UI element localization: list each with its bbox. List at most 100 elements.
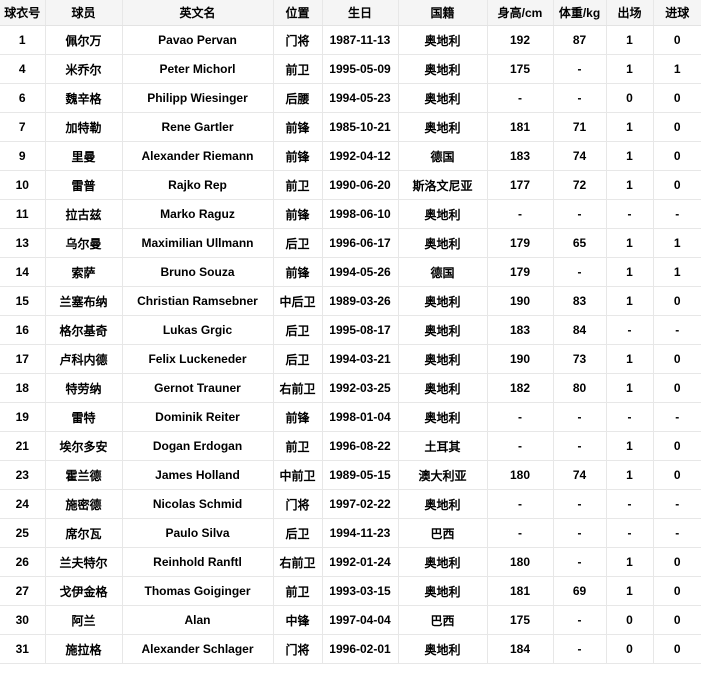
table-cell: 16 [0, 315, 45, 345]
table-cell: 1996-08-22 [321, 431, 398, 461]
table-cell: 澳大利亚 [397, 460, 487, 490]
table-cell: 德国 [397, 257, 487, 287]
table-cell: - [652, 518, 701, 548]
table-row: 4 米乔尔 Peter Michorl 前卫 1995-05-09 奥地利 175-1 1 [0, 54, 701, 84]
table-cell: 1995-05-09 [321, 54, 398, 84]
table-cell: 69 [552, 576, 606, 606]
table-cell: 1 [605, 54, 653, 84]
table-cell: Alexander Schlager [121, 634, 273, 664]
table-cell: 181 [486, 112, 553, 142]
table-cell: 0 [605, 83, 653, 113]
table-cell: 奥地利 [397, 83, 487, 113]
table-cell: 1 [652, 54, 701, 84]
table-cell: 前卫 [272, 170, 322, 200]
table-cell: - [552, 83, 606, 113]
table-cell: 前锋 [272, 112, 322, 142]
table-cell: 1996-06-17 [321, 228, 398, 258]
table-cell: 1 [605, 257, 653, 287]
table-cell: 1994-03-21 [321, 344, 398, 374]
table-cell: Paulo Silva [121, 518, 273, 548]
table-cell: 0 [652, 141, 701, 171]
table-cell: 中后卫 [272, 286, 322, 316]
table-cell: 奥地利 [397, 547, 487, 577]
table-cell: 1987-11-13 [321, 25, 398, 55]
table-cell: 0 [652, 25, 701, 55]
table-cell: Bruno Souza [121, 257, 273, 287]
table-cell: - [552, 605, 606, 635]
table-cell: 前锋 [272, 257, 322, 287]
table-cell: 21 [0, 431, 45, 461]
table-cell: 兰夫特尔 [44, 547, 122, 577]
table-cell: - [652, 402, 701, 432]
table-cell: 0 [652, 112, 701, 142]
table-cell: 0 [652, 431, 701, 461]
table-cell: 180 [486, 547, 553, 577]
table-cell: 前锋 [272, 199, 322, 229]
table-cell: 0 [652, 460, 701, 490]
table-cell: 席尔瓦 [44, 518, 122, 548]
table-cell: - [652, 199, 701, 229]
table-cell: 施密德 [44, 489, 122, 519]
table-cell: 31 [0, 634, 45, 664]
table-cell: Rajko Rep [121, 170, 273, 200]
table-cell: 奥地利 [397, 112, 487, 142]
table-cell: 10 [0, 170, 45, 200]
table-cell: 190 [486, 344, 553, 374]
table-cell: 23 [0, 460, 45, 490]
table-row: 1 佩尔万 Pavao Pervan 门将 1987-11-13 奥地利 192 87 1 0 [0, 25, 701, 55]
table-row: 30 阿兰 Alan 中锋 1997-04-04 巴西 175-0 0 [0, 605, 701, 635]
table-cell: 0 [652, 170, 701, 200]
table-cell: Christian Ramsebner [121, 286, 273, 316]
table-cell: - [605, 199, 653, 229]
table-cell: 1 [605, 25, 653, 55]
table-cell: Dogan Erdogan [121, 431, 273, 461]
table-cell: 奥地利 [397, 228, 487, 258]
table-cell: 后卫 [272, 315, 322, 345]
table-cell: 73 [552, 344, 606, 374]
table-cell: 0 [605, 634, 653, 664]
table-row: 10 雷普 Rajko Rep 前卫 1990-06-20 斯洛文尼亚 177 72 1 0 [0, 170, 701, 200]
table-cell: Marko Raguz [121, 199, 273, 229]
table-cell: Pavao Pervan [121, 25, 273, 55]
table-cell: 魏辛格 [44, 83, 122, 113]
table-cell: 1 [605, 460, 653, 490]
table-cell: 183 [486, 315, 553, 345]
table-cell: 1994-11-23 [321, 518, 398, 548]
table-cell: 1 [605, 431, 653, 461]
table-cell: 奥地利 [397, 576, 487, 606]
table-cell: 后卫 [272, 228, 322, 258]
table-cell: 175 [486, 54, 553, 84]
table-cell: Alexander Riemann [121, 141, 273, 171]
table-cell: 0 [652, 286, 701, 316]
table-cell: - [605, 315, 653, 345]
table-row: 9 里曼 Alexander Riemann 前锋 1992-04-12 德国 183 74 1… [0, 141, 701, 171]
table-cell: 0 [652, 373, 701, 403]
table-cell: 斯洛文尼亚 [397, 170, 487, 200]
table-header-row: 球衣号 球员 英文名 位置 生日 国籍 身高/cm 体重/kg 出场 进球 [0, 0, 701, 26]
table-row: 7 加特勒 Rene Gartler 前锋 1985-10-21 奥地利 181 71 1 0 [0, 112, 701, 142]
table-cell: Rene Gartler [121, 112, 273, 142]
table-cell: 1 [605, 112, 653, 142]
table-cell: 192 [486, 25, 553, 55]
table-cell: 里曼 [44, 141, 122, 171]
table-cell: 霍兰德 [44, 460, 122, 490]
table-cell: 1989-03-26 [321, 286, 398, 316]
table-cell: James Holland [121, 460, 273, 490]
table-row: 14 索萨 Bruno Souza 前锋 1994-05-26 德国 179-1 1 [0, 257, 701, 287]
table-cell: 0 [605, 605, 653, 635]
column-header: 球员 [44, 0, 122, 26]
table-row: 23 霍兰德 James Holland 中前卫 1989-05-15 澳大利亚 180 74… [0, 460, 701, 490]
table-cell: 190 [486, 286, 553, 316]
table-cell: 奥地利 [397, 634, 487, 664]
table-cell: 74 [552, 460, 606, 490]
table-cell: 右前卫 [272, 373, 322, 403]
table-cell: 加特勒 [44, 112, 122, 142]
table-cell: 戈伊金格 [44, 576, 122, 606]
table-cell: - [605, 402, 653, 432]
table-row: 18 特劳纳 Gernot Trauner 右前卫 1992-03-25 奥地利 182 80… [0, 373, 701, 403]
table-cell: 阿兰 [44, 605, 122, 635]
table-cell: 奥地利 [397, 315, 487, 345]
table-cell: 1992-03-25 [321, 373, 398, 403]
table-cell: 181 [486, 576, 553, 606]
table-cell: 1997-02-22 [321, 489, 398, 519]
